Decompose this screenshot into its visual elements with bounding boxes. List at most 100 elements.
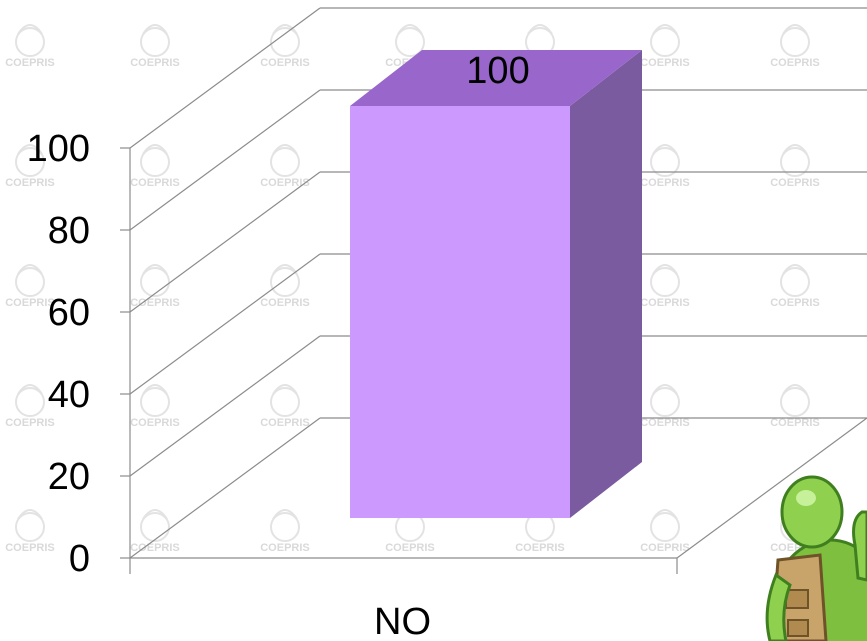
bar-side-face xyxy=(570,50,642,518)
watermark-arc-icon xyxy=(142,384,168,395)
watermark-tile: COEPRIS xyxy=(260,384,310,429)
y-tick-label: 60 xyxy=(48,292,90,334)
watermark-text: COEPRIS xyxy=(5,417,55,429)
watermark-arc-icon xyxy=(652,264,678,275)
watermark-arc-icon xyxy=(782,264,808,275)
watermark-text: COEPRIS xyxy=(130,297,180,309)
floor-side-edge xyxy=(676,417,867,559)
bar-top-face xyxy=(350,50,642,106)
watermark-text: COEPRIS xyxy=(260,297,310,309)
watermark-tile: COEPRIS xyxy=(5,509,55,554)
watermark-emblem-icon xyxy=(650,512,680,542)
bar-series xyxy=(350,50,642,518)
watermark-arc-icon xyxy=(272,144,298,155)
watermark-emblem-icon xyxy=(15,267,45,297)
watermark-tile: COEPRIS xyxy=(130,24,180,69)
watermark-text: COEPRIS xyxy=(130,177,180,189)
watermark-tile: COEPRIS xyxy=(5,144,55,189)
watermark-emblem-icon xyxy=(270,387,300,417)
watermark-arc-icon xyxy=(17,509,43,520)
watermark-arc-icon xyxy=(782,24,808,35)
watermark-arc-icon xyxy=(142,264,168,275)
gridline-diagonal xyxy=(129,89,321,231)
watermark-emblem-icon xyxy=(140,267,170,297)
watermark-text: COEPRIS xyxy=(260,417,310,429)
watermark-emblem-icon xyxy=(650,267,680,297)
watermark-emblem-icon xyxy=(780,27,810,57)
gridline-diagonal xyxy=(129,7,321,149)
watermark-emblem-icon xyxy=(270,267,300,297)
data-label: 100 xyxy=(466,50,529,92)
watermark-emblem-icon xyxy=(395,27,425,57)
watermark-arc-icon xyxy=(272,509,298,520)
watermark-emblem-icon xyxy=(650,147,680,177)
watermark-arc-icon xyxy=(397,24,423,35)
bar-front-face xyxy=(350,106,570,518)
watermark-emblem-icon xyxy=(650,27,680,57)
watermark-emblem-icon xyxy=(650,387,680,417)
y-tick-label: 0 xyxy=(69,538,90,580)
watermark-emblem-icon xyxy=(140,512,170,542)
watermark-tile: COEPRIS xyxy=(640,509,690,554)
gridline-diagonal xyxy=(129,417,321,559)
watermark-text: COEPRIS xyxy=(130,542,180,554)
watermark-emblem-icon xyxy=(270,512,300,542)
watermark-emblem-icon xyxy=(140,147,170,177)
watermark-tile: COEPRIS xyxy=(260,264,310,309)
watermark-text: COEPRIS xyxy=(515,542,565,554)
watermark-arc-icon xyxy=(17,264,43,275)
watermark-text: COEPRIS xyxy=(260,177,310,189)
watermark-text: COEPRIS xyxy=(640,57,690,69)
watermark-emblem-icon xyxy=(15,147,45,177)
y-tick-label: 80 xyxy=(48,210,90,252)
labels: 0 20 40 60 80 100 100 NO xyxy=(27,50,530,641)
watermark-text: COEPRIS xyxy=(5,177,55,189)
y-tick-label: 100 xyxy=(27,128,90,170)
watermark-arc-icon xyxy=(142,24,168,35)
watermark-text: COEPRIS xyxy=(130,417,180,429)
watermark-arc-icon xyxy=(17,384,43,395)
watermark-arc-icon xyxy=(527,24,553,35)
gridline-diagonal xyxy=(129,253,321,395)
watermark-emblem-icon xyxy=(140,387,170,417)
watermark-arc-icon xyxy=(652,384,678,395)
watermark-tile: COEPRIS xyxy=(770,384,820,429)
watermark-tile: COEPRIS xyxy=(640,24,690,69)
watermark-text: COEPRIS xyxy=(640,177,690,189)
watermark-tile: COEPRIS xyxy=(640,384,690,429)
watermark-tile: COEPRIS xyxy=(130,509,180,554)
watermark-text: COEPRIS xyxy=(5,297,55,309)
watermark-tile: COEPRIS xyxy=(5,384,55,429)
watermark-emblem-icon xyxy=(780,267,810,297)
watermark-text: COEPRIS xyxy=(640,297,690,309)
watermark-tile: COEPRIS xyxy=(5,264,55,309)
watermark-arc-icon xyxy=(272,264,298,275)
turtle-mascot-icon xyxy=(765,475,867,641)
watermark-tile: COEPRIS xyxy=(130,264,180,309)
watermark-text: COEPRIS xyxy=(770,297,820,309)
watermark-emblem-icon xyxy=(270,27,300,57)
watermark-tile: COEPRIS xyxy=(770,264,820,309)
watermark-tile: COEPRIS xyxy=(260,24,310,69)
watermark-arc-icon xyxy=(142,509,168,520)
watermark-text: COEPRIS xyxy=(130,57,180,69)
watermark-arc-icon xyxy=(652,144,678,155)
watermark-arc-icon xyxy=(782,384,808,395)
watermark-arc-icon xyxy=(652,24,678,35)
watermark-tile: COEPRIS xyxy=(640,264,690,309)
watermark-tile: COEPRIS xyxy=(640,144,690,189)
y-tick-label: 20 xyxy=(48,456,90,498)
watermark-text: COEPRIS xyxy=(770,57,820,69)
watermark-arc-icon xyxy=(272,384,298,395)
watermark-emblem-icon xyxy=(780,147,810,177)
watermark-text: COEPRIS xyxy=(260,542,310,554)
watermark-emblem-icon xyxy=(15,27,45,57)
watermark-text: COEPRIS xyxy=(5,57,55,69)
watermark-emblem-icon xyxy=(15,387,45,417)
watermark-emblem-icon xyxy=(140,27,170,57)
watermark-tile: COEPRIS xyxy=(130,384,180,429)
watermark-text: COEPRIS xyxy=(770,177,820,189)
watermark-emblem-icon xyxy=(270,147,300,177)
bar xyxy=(350,50,642,518)
